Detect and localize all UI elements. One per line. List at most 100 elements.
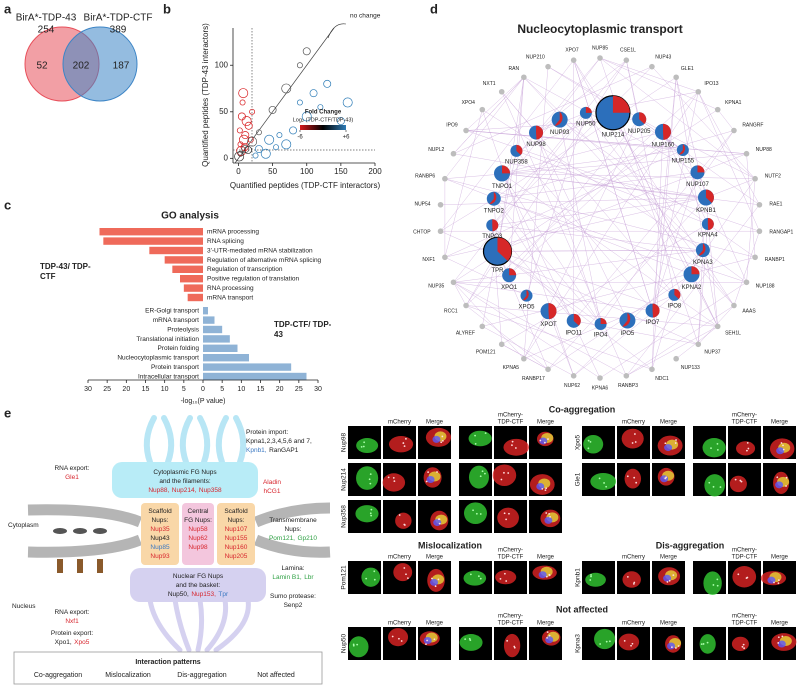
cell-signal xyxy=(503,633,521,658)
diagram-text: Senp2 xyxy=(284,602,303,609)
category-label: Proteolysis xyxy=(167,326,200,333)
edge xyxy=(497,77,525,252)
punctum xyxy=(479,475,482,478)
network-node xyxy=(479,106,486,113)
punctum xyxy=(468,637,471,640)
edge xyxy=(573,320,699,345)
edge xyxy=(453,66,653,154)
punctum xyxy=(548,634,551,637)
panel-label: c xyxy=(4,197,11,212)
y-tick-label: 100 xyxy=(215,60,229,69)
punctum xyxy=(437,578,440,581)
pie-wedge xyxy=(600,317,607,324)
punctum xyxy=(440,441,443,444)
column-header: Merge xyxy=(660,555,678,561)
diagram-label: Lamin B1, xyxy=(272,574,301,581)
punctum xyxy=(427,471,430,474)
x-tick-label: 0 xyxy=(201,386,205,393)
diagram-label: RNA export: xyxy=(54,465,89,472)
x-tick-label: 20 xyxy=(122,386,130,393)
edge xyxy=(493,198,574,321)
x-tick-label: 5 xyxy=(182,386,186,393)
network-node xyxy=(714,323,721,330)
diagram-label: Protein import: xyxy=(246,429,288,436)
edge xyxy=(444,149,683,258)
punctum xyxy=(362,445,365,448)
edge xyxy=(652,91,699,311)
punctum xyxy=(479,577,482,580)
network-node xyxy=(649,63,655,70)
edge xyxy=(733,231,760,306)
punctum xyxy=(737,573,740,576)
lamin xyxy=(57,559,63,573)
punctum xyxy=(716,448,719,451)
scatter-point xyxy=(276,132,283,139)
punctum xyxy=(368,478,371,481)
punctum xyxy=(507,472,510,474)
diagram-text: Nup35 xyxy=(150,526,170,533)
cell-signal xyxy=(356,438,379,454)
edge xyxy=(465,305,549,370)
punctum xyxy=(481,470,484,473)
punctum xyxy=(664,442,667,445)
node-label: RANBP1 xyxy=(765,257,785,263)
punctum xyxy=(716,578,719,581)
edge xyxy=(559,119,601,325)
edge xyxy=(453,282,467,306)
punctum xyxy=(425,643,427,646)
pie-wedge xyxy=(639,112,647,125)
punctum xyxy=(503,512,506,515)
x-tick-label: 25 xyxy=(103,386,111,393)
group-label: TDP-CTF/ TDP-43 xyxy=(274,320,332,339)
node-label: TNPO2 xyxy=(484,208,505,214)
diagram-label: Nup35 xyxy=(150,526,170,533)
node-label: RANBP17 xyxy=(522,376,545,382)
nucleus-signal xyxy=(775,481,784,489)
punctum xyxy=(464,638,467,641)
pie-wedge xyxy=(622,312,631,327)
nucleus-signal xyxy=(432,435,441,443)
punctum xyxy=(605,485,608,488)
punctum xyxy=(514,447,517,449)
scatter-point xyxy=(237,150,244,157)
node-label: NUP358 xyxy=(505,159,528,165)
diagram-text: Kpna1,2,3,4,5,6 and 7, xyxy=(246,438,312,445)
x-axis-label: -log₁₀(P value) xyxy=(181,398,226,405)
category-label: Protein folding xyxy=(157,345,199,352)
diagram-label: Nup43 xyxy=(150,535,170,542)
diagram-text: Cytoplasm xyxy=(8,522,39,529)
cell-signal xyxy=(702,437,726,458)
edge xyxy=(453,112,587,283)
legend-item: Co-aggregation xyxy=(34,672,82,679)
punctum xyxy=(734,478,737,481)
venn-region-count: 52 xyxy=(36,61,48,72)
chart-title: GO analysis xyxy=(161,211,219,222)
diagram-label: Nup160 xyxy=(225,544,248,551)
scatter-point xyxy=(237,141,244,148)
x-tick-label: 0 xyxy=(236,167,241,176)
punctum xyxy=(587,439,590,442)
punctum xyxy=(605,640,608,643)
edge xyxy=(599,282,747,379)
punctum xyxy=(352,644,355,647)
punctum xyxy=(626,475,629,478)
nucleus-signal xyxy=(433,519,442,527)
diagram-label: Gle1 xyxy=(65,474,79,481)
punctum xyxy=(356,643,359,646)
pie-wedge xyxy=(707,218,714,231)
nuclear-box xyxy=(130,568,266,602)
scatter-point xyxy=(241,131,250,140)
network-node xyxy=(623,373,630,379)
network-node xyxy=(743,279,750,286)
diagram-text: Pom121, Gp210 xyxy=(269,535,317,542)
legend-title: Fold Change xyxy=(305,110,342,116)
diagram-label: Nup205 xyxy=(225,553,248,560)
edge xyxy=(523,119,640,359)
colorbar-label: -6 xyxy=(297,135,303,141)
node-label: KPNA6 xyxy=(592,385,609,391)
row-label: Nup358 xyxy=(341,505,348,528)
diagram-text: Nup85 xyxy=(150,544,170,551)
punctum xyxy=(710,447,712,449)
pie-wedge xyxy=(697,165,705,173)
punctum xyxy=(546,631,549,634)
